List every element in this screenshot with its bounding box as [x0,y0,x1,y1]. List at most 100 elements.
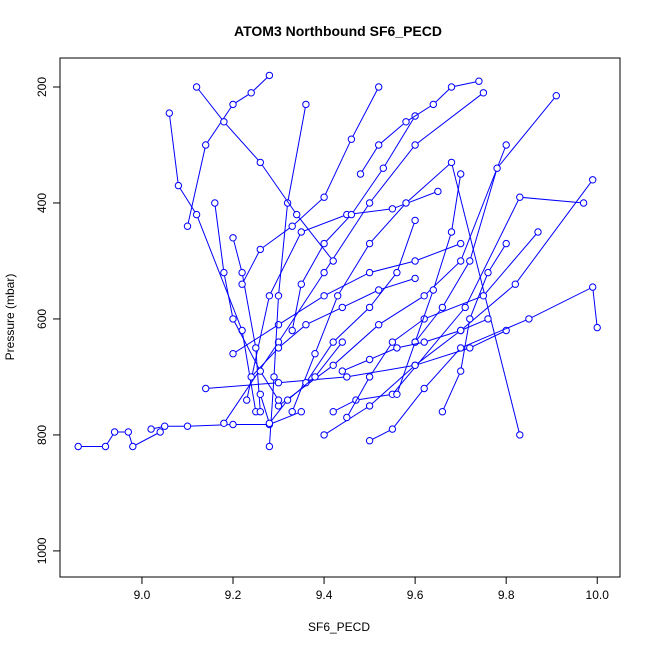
data-point [466,257,474,265]
series-line [168,113,257,412]
data-point [475,77,483,85]
data-point [238,268,246,277]
data-point [252,344,260,352]
data-point [220,118,228,126]
series-line [246,190,439,401]
data-point [484,268,492,277]
data-point [256,245,264,254]
y-tick-label: 200 [35,77,49,97]
data-point [347,135,356,143]
series-line [232,243,461,355]
data-point [297,228,305,236]
data-point [502,141,510,149]
data-point [220,419,228,427]
data-point [365,402,374,410]
y-tick-label: 1000 [35,537,49,564]
data-point [320,193,328,201]
data-point [365,239,374,248]
data-point [402,199,410,207]
data-point [343,373,351,381]
data-point [411,274,419,283]
data-point [579,199,588,207]
data-point [393,268,401,277]
series-layer [74,71,601,451]
data-point [329,408,337,416]
plot-frame [59,57,621,578]
data-point [124,428,133,436]
data-point [288,222,296,230]
data-point [365,268,374,277]
series-line [342,318,489,372]
data-point [74,442,82,451]
data-point [402,118,410,126]
series-line [323,179,594,436]
data-point [365,303,374,312]
data-point [243,396,251,404]
series-line [291,115,416,331]
data-point [256,390,264,398]
data-point [479,292,488,300]
data-point [202,384,210,393]
data-point [411,257,419,265]
x-tick-label: 9.6 [407,588,424,602]
data-point [329,257,337,265]
data-point [457,344,465,352]
data-point [593,323,601,332]
data-point [270,373,278,381]
series-line [369,286,598,442]
data-point [589,176,597,184]
data-point [288,408,296,416]
data-point [247,373,255,381]
data-point [457,239,465,248]
data-point [411,361,419,369]
data-point [534,228,542,236]
data-point [589,283,597,291]
data-point [174,181,183,190]
data-point [320,431,328,439]
data-point [247,89,255,97]
data-point [493,164,501,172]
data-point [129,442,137,451]
data-point [511,280,519,288]
data-point [229,315,237,323]
data-point [447,83,456,91]
y-axis-label: Pressure (mbar) [3,274,17,361]
data-point [393,344,401,352]
data-point [375,83,383,91]
data-point [211,199,219,207]
x-tick-label: 9.0 [134,588,151,602]
data-point [479,89,488,97]
data-point [461,303,469,312]
data-point [447,228,456,236]
data-point [256,158,264,167]
data-point [457,326,465,335]
data-point [516,193,524,201]
series-line [214,202,279,401]
data-point [265,419,274,427]
data-point [283,396,292,404]
data-point [338,338,346,346]
data-point [393,390,401,398]
data-point [457,257,465,265]
data-point [265,442,274,451]
y-tick-label: 800 [35,425,49,445]
data-point [229,350,237,358]
y-axis: 200 400 600 800 1000 [35,77,60,564]
data-point [311,350,319,358]
data-point [297,280,305,288]
data-point [302,100,310,109]
data-point [256,367,264,375]
data-point [274,379,283,387]
data-point [238,280,246,288]
x-axis-label: SF6_PECD [308,620,370,634]
series-line [232,237,261,412]
data-point [466,315,474,323]
data-point [274,396,283,404]
data-point [388,338,397,346]
chart-title: ATOM3 Northbound SF6_PECD [234,23,442,39]
data-point [229,420,237,429]
data-point [457,367,465,375]
series-line [78,431,161,448]
data-point [320,239,328,248]
x-tick-label: 9.8 [498,588,515,602]
